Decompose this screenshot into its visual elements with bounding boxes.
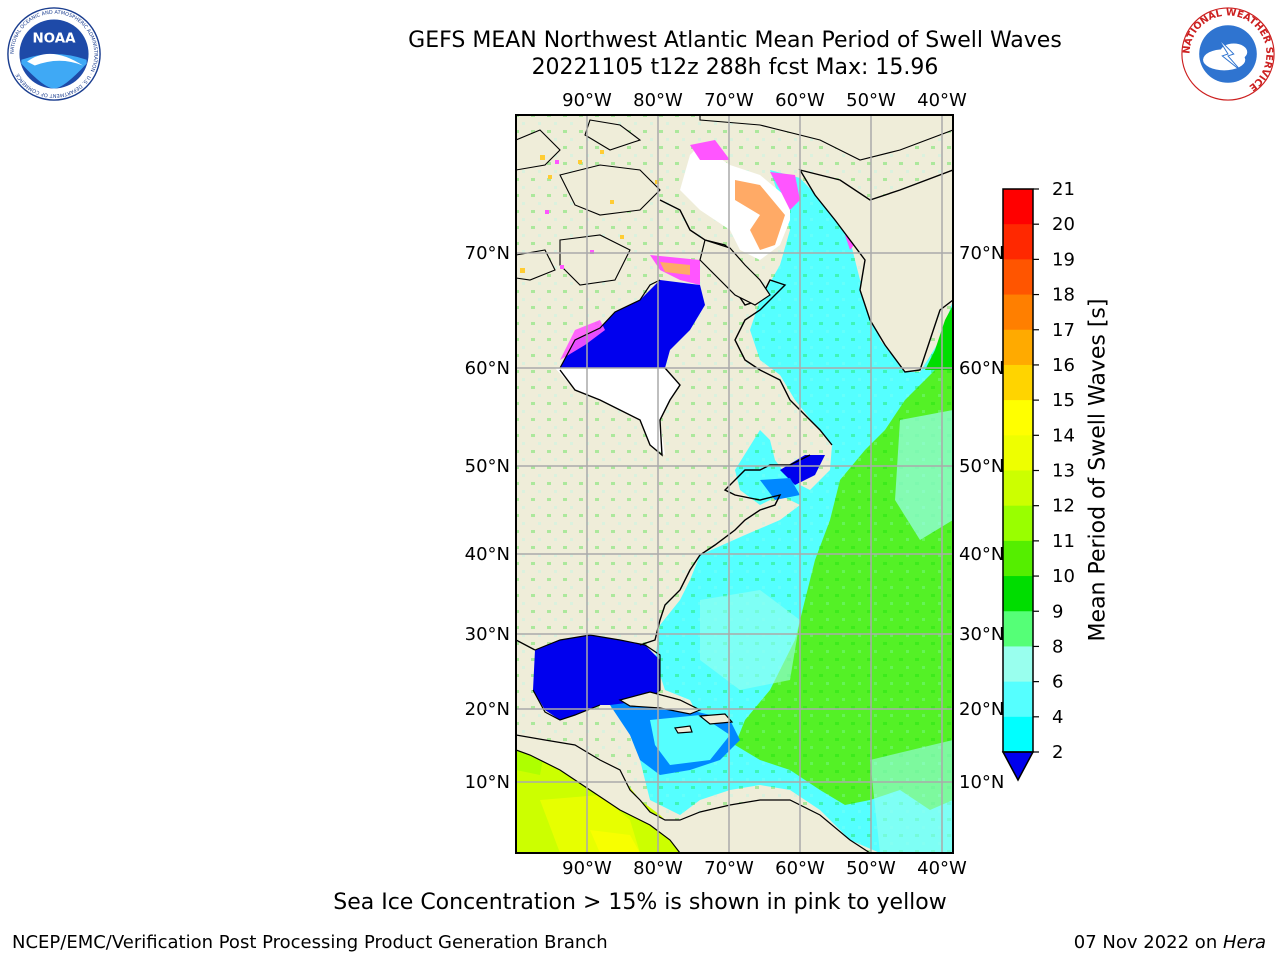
lon-label: 60°W: [775, 90, 825, 111]
colorbar-swatch: [1003, 681, 1033, 718]
map-frame: [515, 114, 954, 854]
lat-label: 20°N: [465, 699, 510, 720]
lat-labels-left: 70°N 60°N 50°N 40°N 30°N 20°N 10°N: [465, 243, 510, 793]
lat-label: 30°N: [465, 624, 510, 645]
lon-label: 70°W: [704, 858, 754, 879]
lat-label: 70°N: [959, 243, 1004, 264]
colorbar-swatch: [1003, 224, 1033, 260]
colorbar-swatch: [1003, 646, 1033, 683]
lat-label: 30°N: [959, 624, 1004, 645]
lat-label: 50°N: [959, 456, 1004, 477]
lon-label: 80°W: [633, 858, 683, 879]
coastline-na: [516, 199, 833, 651]
colorbar-tick-label: 15: [1052, 390, 1075, 411]
colorbar-swatch: [1003, 189, 1033, 225]
lat-labels-right: 70°N 60°N 50°N 40°N 30°N 20°N 10°N: [959, 243, 1004, 793]
lat-label: 50°N: [465, 456, 510, 477]
lat-label: 60°N: [959, 358, 1004, 379]
lon-label: 40°W: [917, 858, 967, 879]
chart-title: GEFS MEAN Northwest Atlantic Mean Period…: [408, 28, 1062, 53]
colorbar-swatch: [1003, 576, 1033, 612]
colorbar-tick-label: 10: [1052, 566, 1075, 587]
lat-label: 70°N: [465, 243, 510, 264]
svg-text:NOAA: NOAA: [32, 31, 76, 46]
caption: Sea Ice Concentration > 15% is shown in …: [333, 890, 947, 915]
lon-label: 50°W: [846, 90, 896, 111]
colorbar-swatch: [1003, 400, 1033, 436]
colorbar-swatch: [1003, 470, 1033, 507]
lat-label: 20°N: [959, 699, 1004, 720]
colorbar-tick-label: 11: [1052, 531, 1075, 552]
lon-label: 50°W: [846, 858, 896, 879]
chart-subtitle: 20221105 t12z 288h fcst Max: 15.96: [531, 55, 939, 80]
graticule: [516, 115, 953, 853]
colorbar-swatch: [1003, 294, 1033, 331]
footer-credit: NCEP/EMC/Verification Post Processing Pr…: [12, 932, 608, 953]
colorbar-tick-label: 20: [1052, 214, 1075, 235]
hudson-bay: [560, 280, 705, 368]
colorbar-tick-label: 16: [1052, 355, 1075, 376]
lat-label: 10°N: [465, 772, 510, 793]
noaa-logo: NATIONAL OCEANIC AND ATMOSPHERIC ADMINIS…: [7, 7, 101, 101]
lon-label: 80°W: [633, 90, 683, 111]
lon-label: 90°W: [562, 90, 612, 111]
nws-logo: NATIONAL WEATHER SERVICE: [1181, 7, 1275, 101]
colorbar-swatch: [1003, 505, 1033, 542]
colorbar-label: Mean Period of Swell Waves [s]: [1085, 298, 1111, 642]
colorbar-swatch: [1003, 716, 1033, 753]
colorbar-swatch: [1003, 611, 1033, 647]
colorbar-tick-label: 21: [1052, 179, 1075, 200]
lon-labels-top: 90°W 80°W 70°W 60°W 50°W 40°W: [562, 90, 967, 111]
colorbar-tick-label: 14: [1052, 425, 1075, 446]
lon-label: 70°W: [704, 90, 754, 111]
colorbar-tick-label: 12: [1052, 496, 1075, 517]
colorbar-tick-label: 2: [1052, 742, 1063, 763]
footer-host: Hera: [1222, 932, 1266, 953]
colorbar-tick-label: 4: [1052, 707, 1063, 728]
colorbar-tick-label: 13: [1052, 461, 1075, 482]
lat-label: 60°N: [465, 358, 510, 379]
lon-label: 60°W: [775, 858, 825, 879]
lon-label: 90°W: [562, 858, 612, 879]
colorbar-swatch: [1003, 540, 1033, 577]
colorbar-extension: [1001, 751, 1035, 782]
lon-label: 40°W: [917, 90, 967, 111]
colorbar-tick-label: 17: [1052, 320, 1075, 341]
lat-label: 40°N: [959, 544, 1004, 565]
colorbar: 21 20 19 18 17 16 15 14 13 12 11 10 9 8 6 4 2: [1001, 179, 1075, 782]
colorbar-tick-label: 9: [1052, 601, 1063, 622]
lat-label: 10°N: [959, 772, 1004, 793]
colorbar-tick-label: 8: [1052, 636, 1063, 657]
colorbar-tick-label: 6: [1052, 672, 1063, 693]
greenland: [798, 168, 953, 373]
lon-labels-bottom: 90°W 80°W 70°W 60°W 50°W 40°W: [562, 858, 967, 879]
colorbar-tick-label: 19: [1052, 249, 1075, 270]
footer-date: 07 Nov 2022 on Hera: [1073, 932, 1266, 953]
lat-label: 40°N: [465, 544, 510, 565]
colorbar-swatch: [1003, 364, 1033, 401]
colorbar-swatch: [1003, 329, 1033, 366]
colorbar-swatch: [1003, 259, 1033, 296]
colorbar-tick-label: 18: [1052, 285, 1075, 306]
colorbar-swatch: [1003, 435, 1033, 471]
